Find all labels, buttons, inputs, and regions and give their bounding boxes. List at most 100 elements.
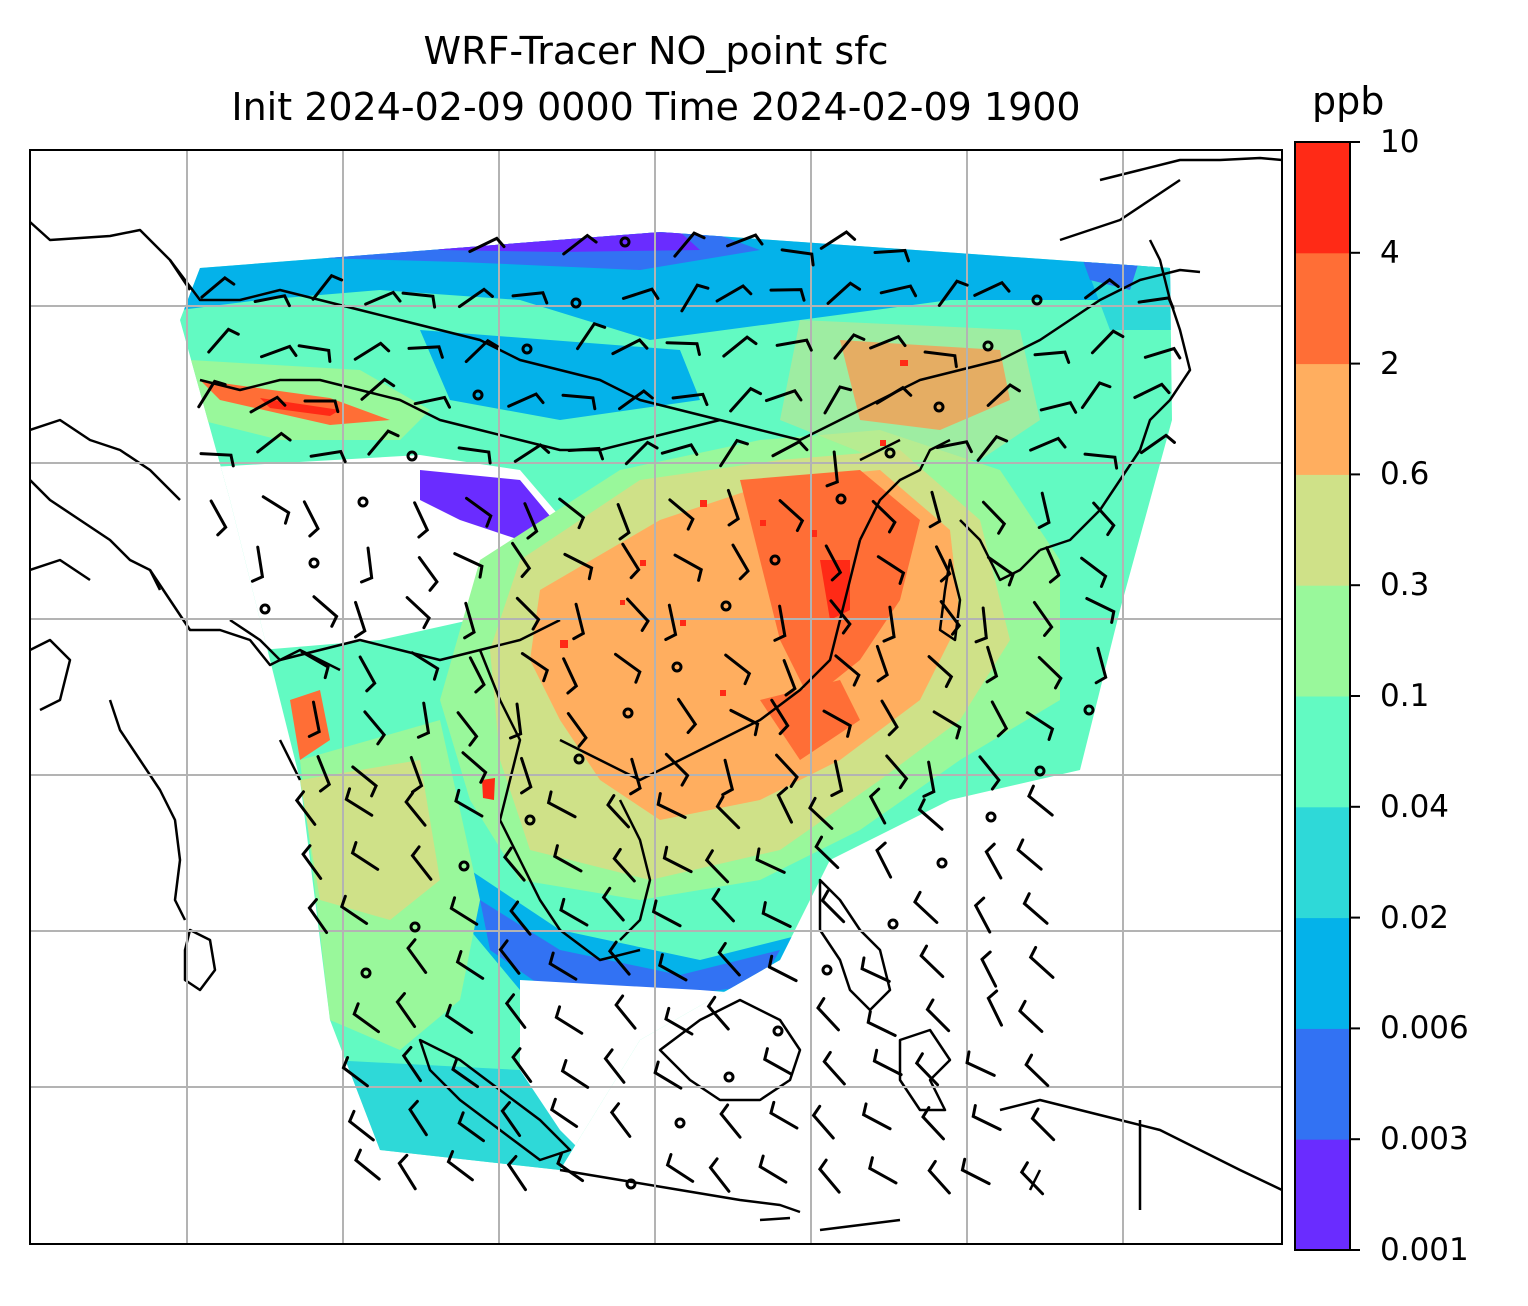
wind-barb (868, 1156, 898, 1185)
wind-barb (973, 896, 992, 934)
wind-barb (611, 338, 649, 356)
wind-barb (464, 338, 499, 364)
wind-barb (811, 1104, 835, 1140)
wind-barb (395, 992, 417, 1029)
wind-barb (880, 699, 899, 737)
wind-barb (939, 600, 962, 636)
wind-barb (656, 792, 687, 820)
wind-barb (309, 449, 347, 464)
colorbar-tick-label: 10 (1380, 124, 1420, 160)
wind-barb (1033, 350, 1071, 364)
wind-barb (1080, 556, 1108, 588)
wind-barb (819, 230, 857, 250)
wind-barb (665, 1153, 695, 1183)
colorbar-tick-label: 4 (1380, 234, 1400, 271)
wind-barb (824, 544, 843, 582)
wind-barb (409, 755, 424, 794)
wind-barb (417, 556, 439, 592)
wind-barb (882, 605, 896, 643)
wind-barb (253, 294, 291, 308)
colorbar-tick-label: 0.02 (1380, 899, 1450, 936)
wind-barb (990, 700, 1009, 738)
wind-barb (520, 652, 550, 683)
calm-marker (458, 860, 470, 872)
wind-barb (367, 429, 400, 456)
wind-barb (879, 284, 918, 298)
title-line-1: WRF-Tracer NO_point sfc (423, 29, 889, 73)
wind-barb (358, 655, 377, 693)
wind-barb (461, 751, 488, 784)
wind-barb (354, 600, 367, 639)
wind-barb (913, 890, 939, 924)
wind-barb (300, 650, 330, 680)
coastlines (30, 156, 1282, 1232)
wind-barb (1037, 491, 1051, 530)
wind-barb (937, 279, 969, 307)
wind-barb (1028, 945, 1055, 979)
map-frame (29, 149, 1283, 1245)
wind-barb (410, 845, 433, 881)
calm-marker (723, 1071, 735, 1083)
wind-barb (706, 995, 730, 1031)
wind-barb (455, 950, 485, 980)
calm-marker (357, 496, 369, 508)
wind-barb (200, 275, 236, 299)
wind-barbs (197, 230, 1182, 1196)
wind-barb (511, 1047, 533, 1083)
wind-barb (1143, 346, 1182, 360)
wind-barb (830, 759, 844, 798)
wind-barb (316, 755, 332, 793)
wind-barb (1090, 329, 1125, 355)
wind-barb (808, 796, 834, 830)
wind-barb (344, 787, 374, 817)
wind-barb (559, 897, 589, 927)
wind-barb (658, 953, 688, 982)
wind-barb (511, 541, 532, 579)
wind-barb (567, 446, 605, 461)
title-line-2: Init 2024-02-09 0000 Time 2024-02-09 190… (231, 85, 1081, 129)
wind-barb (780, 248, 815, 267)
wind-barb (416, 701, 431, 739)
wind-barb (401, 1045, 422, 1083)
wind-barb (548, 951, 578, 981)
wind-barb (612, 847, 636, 883)
wind-barb (1018, 999, 1044, 1033)
wind-barb (922, 760, 936, 798)
wind-barb (341, 1056, 369, 1088)
calm-marker (619, 236, 631, 248)
wind-barb (927, 1159, 951, 1195)
wind-barb (303, 399, 340, 414)
wind-barb (1094, 646, 1108, 685)
wind-barb (769, 1100, 799, 1130)
wind-barb (307, 898, 329, 935)
wind-barb (771, 439, 809, 458)
wind-barb (446, 1150, 474, 1182)
wind-barb (572, 602, 586, 641)
wind-barb (761, 901, 792, 929)
colorbar-bin (1295, 1139, 1350, 1251)
calm-marker (769, 554, 781, 566)
wind-barb (504, 993, 527, 1029)
wind-barb (506, 1154, 527, 1192)
wind-barb (511, 291, 549, 305)
calm-marker (835, 493, 847, 505)
wind-barb (928, 490, 942, 529)
wind-barb (673, 553, 703, 582)
wind-barb (1080, 381, 1112, 410)
wind-barb (758, 1154, 788, 1184)
colorbar-ticks (1350, 141, 1360, 1251)
wind-barb (468, 656, 486, 694)
wind-barb (451, 1057, 480, 1089)
wind-barb (869, 334, 907, 350)
wind-barb (653, 1060, 683, 1090)
wind-barb (724, 653, 752, 686)
wind-barb (616, 503, 631, 541)
wind-barb (453, 552, 484, 579)
wind-barb (515, 596, 541, 631)
wind-barb (468, 236, 506, 254)
wind-barb (925, 998, 951, 1033)
wind-barb (927, 655, 954, 689)
wind-barb (917, 798, 944, 831)
